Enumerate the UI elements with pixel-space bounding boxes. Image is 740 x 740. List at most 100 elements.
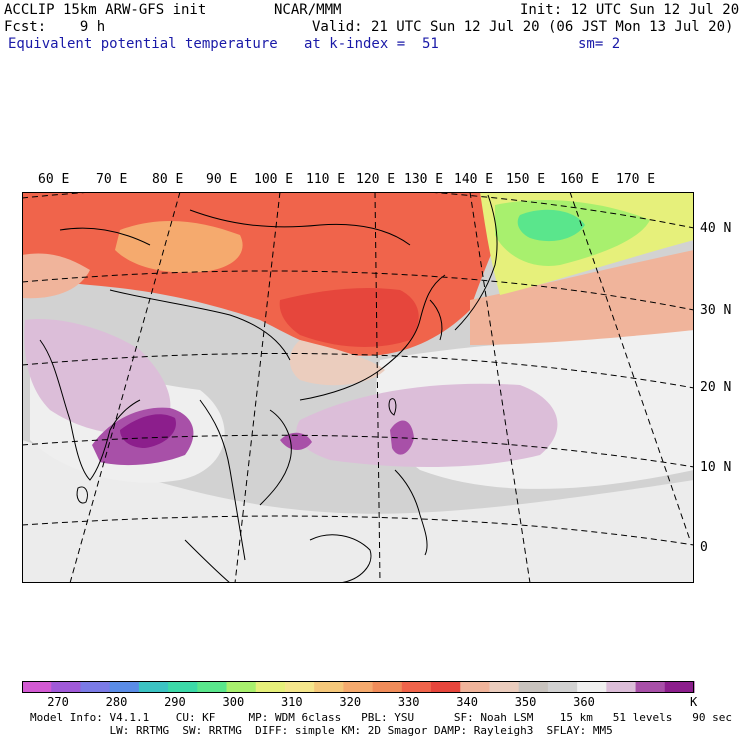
coast-japan [454,194,498,331]
colorbar-swatch [401,681,432,693]
colorbar-swatch [51,681,81,693]
field-orange-tibet [115,220,243,273]
coast-indochina [199,399,246,561]
lon-line-140e [469,192,531,583]
border-kazakh [59,227,151,246]
coast-borneo [309,534,372,583]
field-name: Equivalent potential temperature [8,36,278,52]
lon-line-160e [569,192,691,541]
center-label: NCAR/MMM [274,2,342,18]
model-info-line1: Model Info: V4.1.1 CU: KF MP: WDM 6class… [30,711,732,724]
colorbar-unit: K [690,695,698,709]
colorbar-swatch [606,681,637,693]
coast-sumatra [184,539,231,583]
lon-label-110e: 110 E [306,172,346,187]
coast-india [39,339,141,481]
colorbar-tick-label: 300 [222,695,245,709]
colorbar-swatch [197,681,228,693]
map-field [22,192,694,583]
colorbar [22,681,695,693]
colorbar-tick-label: 330 [397,695,420,709]
lon-line-80e [69,192,181,583]
lon-label-60e: 60 E [38,172,70,187]
field-lilac-pacific [296,383,558,467]
lon-label-80e: 80 E [152,172,184,187]
colorbar-tick-label: 310 [280,695,303,709]
coast-taiwan [388,398,397,416]
colorbar-swatch [138,681,169,693]
coast-srilanka [76,486,88,504]
colorbar-tick-label: 360 [573,695,595,709]
smoothing-label: sm= 2 [578,36,621,52]
colorbar-swatch [168,681,198,693]
colorbar-swatch [547,681,578,693]
model-info-line2: LW: RRTMG SW: RRTMG DIFF: simple KM: 2D … [30,724,613,737]
lat-line-40n [22,192,694,229]
coast-philippines [394,469,428,556]
lon-label-170e: 170 E [616,172,656,187]
coast-china [299,274,446,401]
lon-label-140e: 140 E [454,172,494,187]
lon-label-100e: 100 E [254,172,294,187]
coastlines [39,194,498,583]
colorbar-tick-label: 340 [456,695,478,709]
field-lilac-india [24,319,171,434]
field-purple-sea [280,432,312,450]
colorbar-swatch [109,681,140,693]
colorbar-swatch [518,681,549,693]
lat-line-10n [22,434,694,468]
colorbar-swatch [577,681,607,693]
lon-line-120e [374,192,381,583]
valid-time: Valid: 21 UTC Sun 12 Jul 20 (06 JST Mon … [312,19,734,35]
lat-line-30n [22,270,694,311]
colorbar-swatch [22,681,52,693]
colorbar-swatch [314,681,344,693]
lon-label-160e: 160 E [560,172,600,187]
colorbar-swatch [255,681,286,693]
field-darkred-china [279,288,419,347]
border-tibet [109,289,291,361]
colorbar-tick-label: 350 [514,695,537,709]
lat-line-20n [22,352,694,389]
colorbar-swatch [343,681,374,693]
colorbar-swatch [372,681,403,693]
border-mongolia [189,209,411,246]
init-time: Init: 12 UTC Sun 12 Jul 20 [520,2,740,18]
colorbar-tick-label: 270 [47,695,69,709]
colorbar-tick-label: 280 [105,695,128,709]
lon-label-90e: 90 E [206,172,238,187]
colorbar-swatch [431,681,461,693]
field-peach-japan [470,250,694,345]
coast-vietnam [259,409,292,506]
lat-label-20n: 20 N [700,380,732,395]
colorbar-swatch [664,681,695,693]
colorbar-swatch [460,681,490,693]
field-salmon-west [22,253,90,299]
lon-label-70e: 70 E [96,172,128,187]
colorbar-tick-label: 290 [164,695,186,709]
lat-label-40n: 40 N [700,221,732,236]
lon-label-120e: 120 E [356,172,396,187]
field-green-ne [517,209,585,242]
colorbar-frame [22,681,694,693]
colorbar-swatch [80,681,111,693]
colorbar-swatch [226,681,257,693]
lon-label-150e: 150 E [506,172,546,187]
forecast-hour: Fcst: 9 h [4,19,106,35]
graticule [22,192,694,583]
field-peach-china [289,340,385,386]
lat-label-10n: 10 N [700,460,732,475]
map-frame [22,192,694,583]
field-darkpurple-bay [120,414,176,448]
colorbar-swatch [635,681,666,693]
model-title: ACCLIP 15km ARW-GFS init [4,2,207,18]
lat-line-0 [22,515,694,546]
lon-line-100e [234,192,281,583]
field-white-tropics [22,440,694,583]
lat-label-30n: 30 N [700,303,732,318]
colorbar-tick-label: 320 [339,695,362,709]
colorbar-swatch [284,681,315,693]
lat-label-0: 0 [700,540,708,555]
level-label: at k-index = 51 [304,36,439,52]
